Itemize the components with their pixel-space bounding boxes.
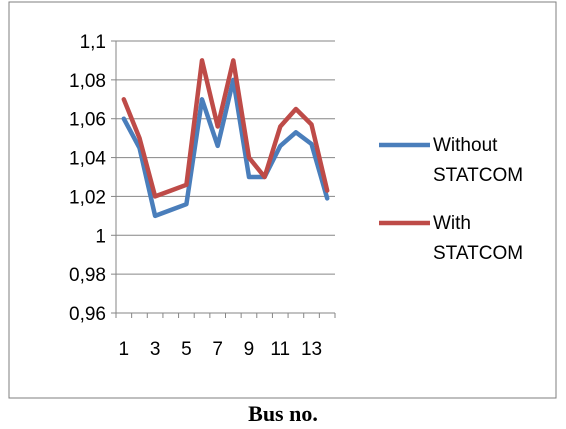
series-lines <box>121 58 330 219</box>
legend: Without STATCOM With STATCOM <box>379 135 523 264</box>
x-tick-label: 9 <box>244 339 255 360</box>
x-tick-label: 5 <box>181 339 192 360</box>
series-line <box>121 77 330 219</box>
y-axis-tick-labels: 0,96 0,98 1 1,02 1,04 1,06 1,08 1,1 <box>69 32 106 325</box>
x-tick-label: 7 <box>212 339 223 360</box>
x-tick-label: 11 <box>270 339 290 360</box>
legend-label: With <box>433 213 471 234</box>
y-tick-label: 1,08 <box>69 71 106 92</box>
x-tick-label: 3 <box>150 339 161 360</box>
x-axis-tick-labels: 1 3 5 7 9 11 13 <box>119 339 323 360</box>
legend-label: STATCOM <box>433 165 523 186</box>
legend-label: STATCOM <box>433 243 523 264</box>
x-axis-caption: Bus no. <box>248 401 318 426</box>
series-line <box>121 58 330 199</box>
y-tick-label: 1,1 <box>80 32 106 53</box>
axes <box>111 40 336 318</box>
y-tick-label: 1,04 <box>69 149 106 170</box>
x-tick-label: 1 <box>119 339 130 360</box>
chart-frame <box>8 1 557 399</box>
y-tick-label: 1,02 <box>69 187 106 208</box>
y-tick-label: 1 <box>95 226 106 247</box>
y-tick-label: 0,98 <box>69 265 106 286</box>
x-tick-label: 13 <box>301 339 322 360</box>
y-tick-label: 1,06 <box>69 110 106 131</box>
y-tick-label: 0,96 <box>69 304 106 325</box>
legend-label: Without <box>433 135 498 156</box>
